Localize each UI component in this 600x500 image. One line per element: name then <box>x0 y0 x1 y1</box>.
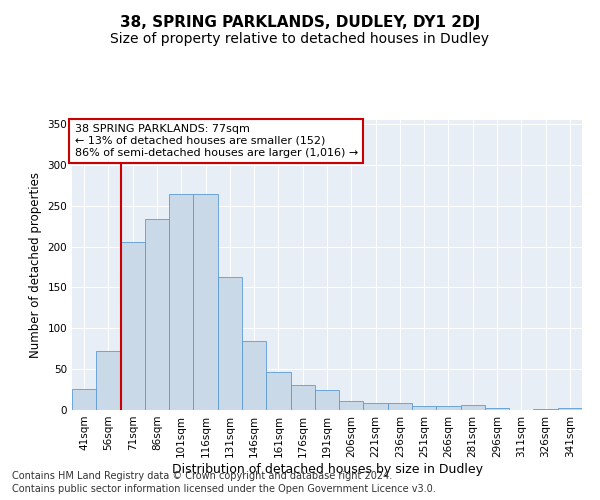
Bar <box>169 194 193 410</box>
Y-axis label: Number of detached properties: Number of detached properties <box>29 172 42 358</box>
X-axis label: Distribution of detached houses by size in Dudley: Distribution of detached houses by size … <box>172 462 482 475</box>
Text: Contains HM Land Registry data © Crown copyright and database right 2024.: Contains HM Land Registry data © Crown c… <box>12 471 392 481</box>
Bar <box>193 194 218 410</box>
Bar <box>315 390 339 410</box>
Bar <box>485 408 509 410</box>
Bar <box>436 406 461 410</box>
Bar <box>121 242 145 410</box>
Bar <box>364 404 388 410</box>
Bar <box>558 408 582 410</box>
Bar <box>145 219 169 410</box>
Bar <box>96 351 121 410</box>
Bar <box>412 406 436 410</box>
Bar <box>339 401 364 410</box>
Bar <box>388 404 412 410</box>
Text: 38 SPRING PARKLANDS: 77sqm
← 13% of detached houses are smaller (152)
86% of sem: 38 SPRING PARKLANDS: 77sqm ← 13% of deta… <box>74 124 358 158</box>
Text: 38, SPRING PARKLANDS, DUDLEY, DY1 2DJ: 38, SPRING PARKLANDS, DUDLEY, DY1 2DJ <box>120 15 480 30</box>
Bar <box>461 405 485 410</box>
Bar <box>242 340 266 410</box>
Text: Size of property relative to detached houses in Dudley: Size of property relative to detached ho… <box>110 32 490 46</box>
Text: Contains public sector information licensed under the Open Government Licence v3: Contains public sector information licen… <box>12 484 436 494</box>
Bar <box>290 386 315 410</box>
Bar <box>266 372 290 410</box>
Bar <box>72 389 96 410</box>
Bar <box>218 277 242 410</box>
Bar <box>533 409 558 410</box>
